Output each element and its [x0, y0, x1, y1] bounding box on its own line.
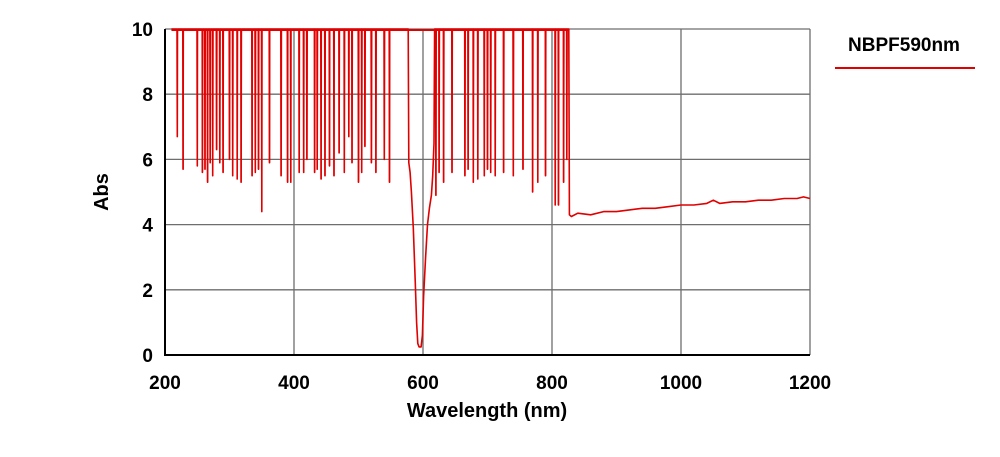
- y-tick-label: 6: [142, 150, 153, 171]
- y-axis-label: Abs: [91, 173, 113, 211]
- x-tick-label: 800: [536, 373, 568, 394]
- y-tick-label: 10: [132, 20, 153, 41]
- legend-label: NBPF590nm: [848, 35, 960, 56]
- y-tick-label: 0: [142, 346, 153, 367]
- y-tick-label: 4: [142, 216, 153, 237]
- y-tick-label: 8: [142, 85, 153, 106]
- x-tick-label: 400: [278, 373, 310, 394]
- x-tick-label: 1200: [789, 373, 831, 394]
- axes: 0 2 4 6 8 10 200 400 600 800 1000 1200: [132, 20, 831, 394]
- legend: NBPF590nm: [835, 35, 975, 69]
- y-tick-label: 2: [142, 281, 153, 302]
- x-axis-label: Wavelength (nm): [407, 400, 567, 422]
- plot-area: [171, 28, 811, 348]
- x-tick-label: 1000: [660, 373, 702, 394]
- x-tick-label: 200: [149, 373, 181, 394]
- x-tick-label: 600: [407, 373, 439, 394]
